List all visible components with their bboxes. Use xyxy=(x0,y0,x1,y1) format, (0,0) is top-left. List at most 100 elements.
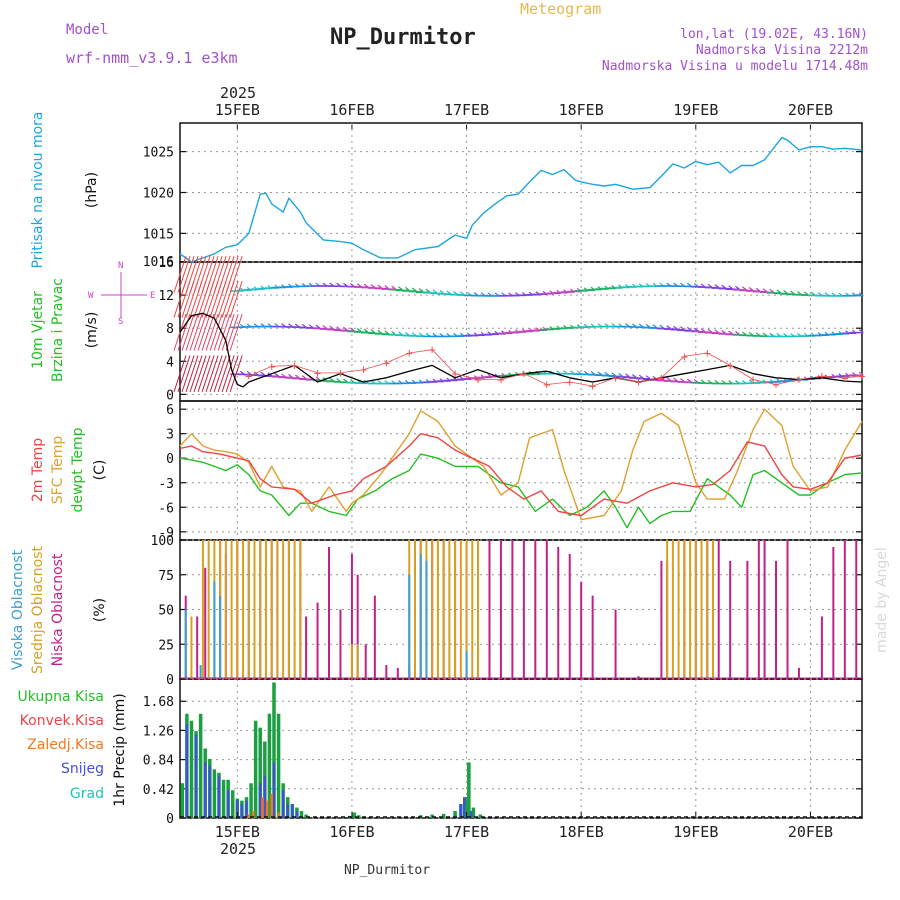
cloud-bar xyxy=(775,560,778,679)
cloud-bar xyxy=(488,540,491,679)
precip-bar xyxy=(295,811,299,818)
precip-bar xyxy=(467,762,471,818)
precip-bar xyxy=(463,797,466,818)
product-title: Meteogram xyxy=(520,0,601,18)
wind-gust-hatch xyxy=(177,256,191,293)
wind-gust-hatch xyxy=(205,355,219,393)
bottom-time-tick-label: 20FEB xyxy=(788,823,833,841)
cloud-bar xyxy=(207,540,210,679)
wind-barb-flag xyxy=(625,373,630,378)
wind-gust-hatch xyxy=(225,256,239,293)
precip-bar xyxy=(203,762,207,818)
cloud-bar xyxy=(729,560,732,679)
pressure-side-labels: Pritisak na nivou mora (hPa) xyxy=(30,111,100,268)
y-tick-label: -3 xyxy=(158,477,174,492)
cloud-bar xyxy=(832,546,835,679)
legend-frz-rain: Zaledj.Kisa xyxy=(27,737,104,753)
wind-gust-hatch xyxy=(221,313,235,351)
wind-barb-flag xyxy=(638,374,644,379)
cloud-bar xyxy=(299,540,302,679)
temp-title-2m: 2m Temp xyxy=(30,438,46,502)
cloud-bar xyxy=(671,540,674,679)
cloud-bar xyxy=(442,540,445,679)
wind-title-1: 10m Vjetar xyxy=(30,291,46,369)
cloud-bar xyxy=(190,616,193,679)
wind-gust-hatch xyxy=(221,256,235,293)
cloud-bar xyxy=(408,574,411,679)
wind-barb-flag xyxy=(686,378,692,383)
cloud-bar xyxy=(287,540,290,679)
dewpt-line xyxy=(179,453,863,529)
y-tick-label: 0 xyxy=(166,673,174,688)
cloud-title-low: Niska Oblacnost xyxy=(50,553,66,666)
y-tick-label: 4 xyxy=(166,355,174,370)
top-time-tick-label: 16FEB xyxy=(329,101,374,119)
cloud-bar xyxy=(270,540,273,679)
wind-panel: ++ ++ + + ++ ++ + + ++ + ++ + ++ +++ + + + + + xyxy=(173,256,866,393)
wind-barb-flag xyxy=(294,323,300,328)
precip-bar xyxy=(253,720,258,818)
cloud-bar xyxy=(201,540,204,679)
wind-barb-flag xyxy=(356,283,362,288)
wind-gust-hatch xyxy=(193,313,207,351)
wind-gust-hatch xyxy=(225,355,239,393)
precip-bar xyxy=(265,800,269,818)
wind-barb-flag xyxy=(693,283,699,287)
cloud-bar xyxy=(706,540,709,679)
wind-barb-flag xyxy=(769,288,775,293)
precip-bar xyxy=(212,769,217,818)
precip-bar xyxy=(276,713,281,818)
wind-gust-hatch xyxy=(217,256,231,293)
wind-barb-flag xyxy=(741,286,747,291)
cloud-bar xyxy=(763,540,766,679)
cloud-bar xyxy=(356,574,359,679)
precip-bar xyxy=(245,800,248,818)
wind-barb-flag xyxy=(246,370,252,375)
wind-gust-hatch xyxy=(185,256,199,293)
cloud-bar xyxy=(213,581,216,679)
wind-barb-flag xyxy=(315,376,321,381)
wind-gust-hatch xyxy=(185,313,199,351)
cloud-bar xyxy=(545,540,548,679)
wind-barb-flag xyxy=(336,326,341,331)
cloud-bar xyxy=(786,540,789,679)
wind-gust-hatch xyxy=(225,313,239,351)
bottom-time-tick-label: 16FEB xyxy=(329,823,374,841)
precip-bar xyxy=(249,783,253,818)
station-title: NP_Durmitor xyxy=(330,25,476,50)
precip-bar xyxy=(247,814,251,818)
watermark: made by Angel xyxy=(874,547,890,653)
wind-barb-flag xyxy=(363,283,369,288)
cloud-bar xyxy=(820,616,823,679)
precip-bar xyxy=(180,783,185,818)
temp-side-labels: 2m Temp SFC Temp dewpt Temp (C) xyxy=(30,427,108,512)
precip-bar xyxy=(263,776,267,818)
wind-barb-flag xyxy=(453,290,458,295)
wind-barb-flag xyxy=(336,378,341,383)
precip-bar xyxy=(258,727,262,818)
precip-bar xyxy=(267,713,272,818)
wind-barb-flag xyxy=(652,324,658,329)
wind-barb-flag xyxy=(370,329,376,334)
wind-barb-flag xyxy=(693,327,699,332)
footer-station: NP_Durmitor xyxy=(344,863,430,878)
y-tick-label: 0 xyxy=(166,388,174,403)
wind-barb-flag xyxy=(398,331,403,336)
wind-barb-flag xyxy=(356,328,362,332)
wind-barb-flag xyxy=(700,379,706,384)
pressure-line xyxy=(179,136,863,263)
wind-gust-hatch xyxy=(193,355,207,393)
cloud-bar xyxy=(711,540,714,679)
wind-gust-hatch xyxy=(189,313,203,351)
wind-gust-hatch xyxy=(173,313,187,351)
cloud-bar xyxy=(477,540,480,679)
bottom-time-tick-label: 19FEB xyxy=(673,823,718,841)
wind-speed-line xyxy=(179,312,863,388)
cloud-bar xyxy=(683,540,686,679)
y-tick-label: 0 xyxy=(166,452,174,467)
wind-barb-flag xyxy=(762,288,768,293)
cloud-bar xyxy=(591,595,594,679)
cloud-side-labels: Visoka Oblacnost Srednja Oblacnost Niska… xyxy=(10,546,108,674)
cloud-bar xyxy=(700,540,703,679)
